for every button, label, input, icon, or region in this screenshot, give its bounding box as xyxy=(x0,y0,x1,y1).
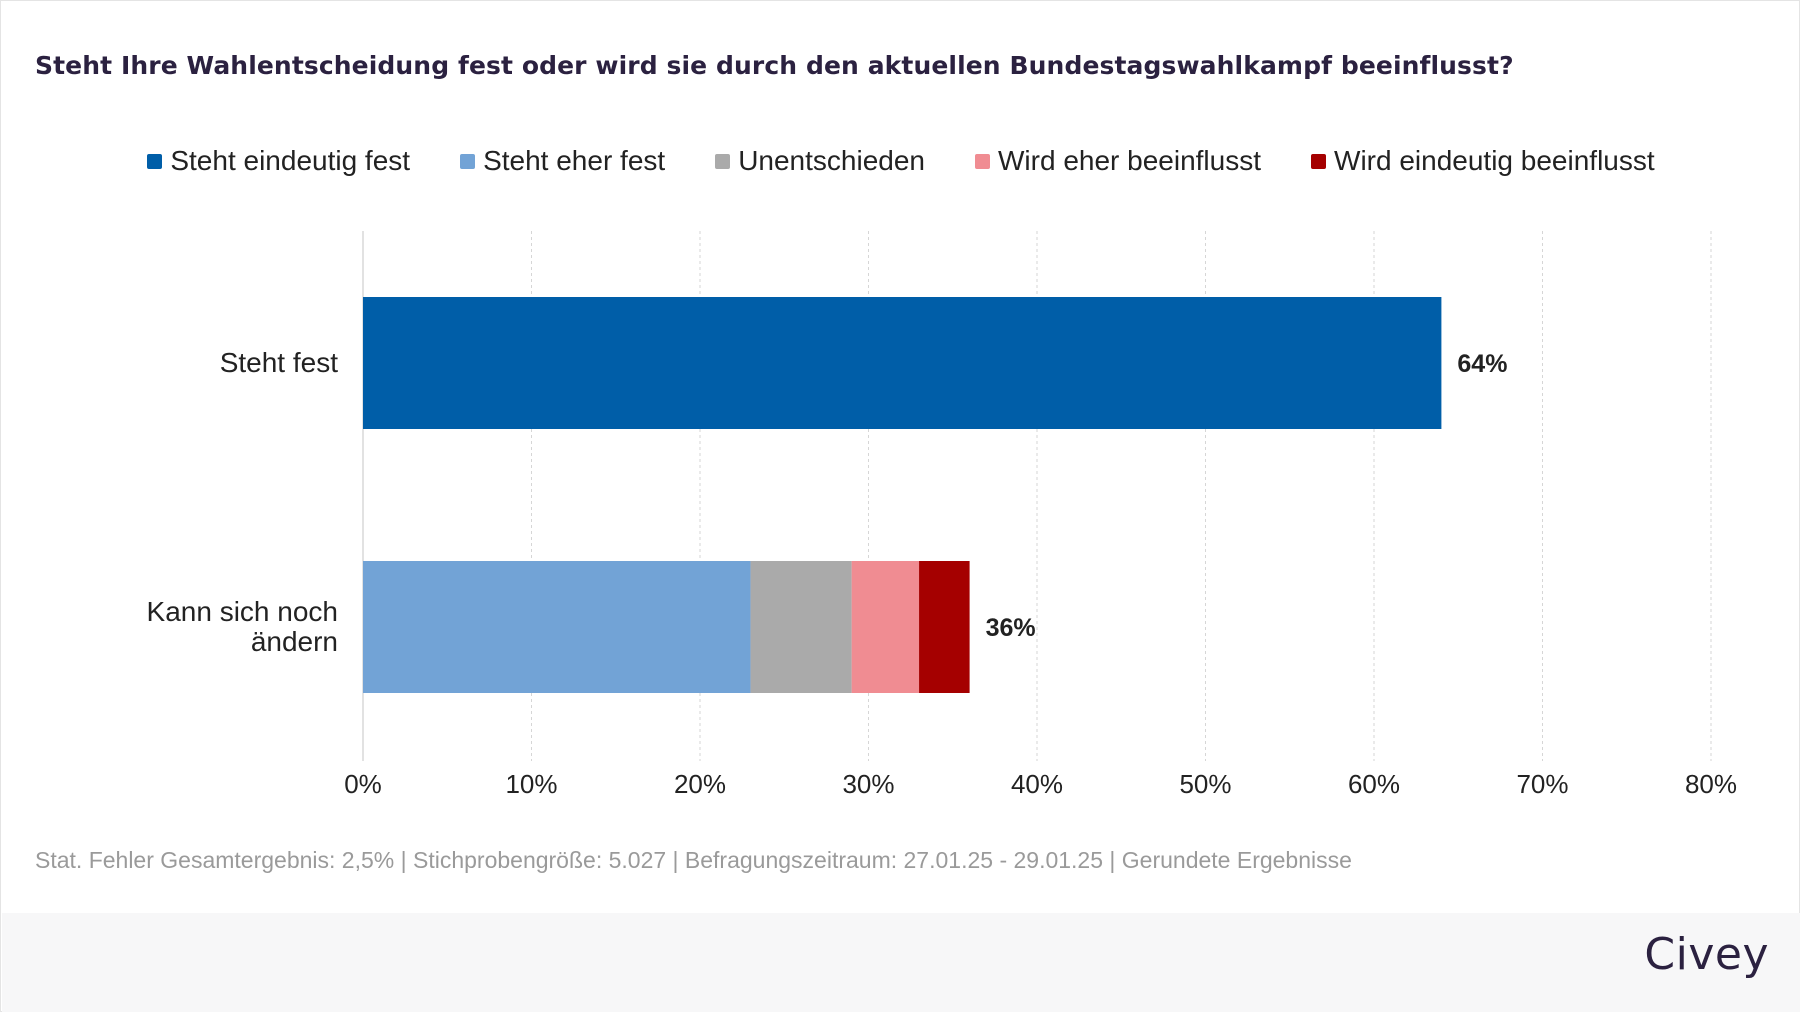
bar-segment xyxy=(750,561,852,693)
legend-label: Wird eindeutig beeinflusst xyxy=(1334,145,1655,176)
legend-swatch xyxy=(975,153,990,169)
legend-swatch xyxy=(147,153,163,169)
bar-segment xyxy=(363,561,751,693)
chart-title: Steht Ihre Wahlentscheidung fest oder wi… xyxy=(35,51,1514,80)
bar-total-label: 36% xyxy=(986,614,1036,642)
x-tick-label: 20% xyxy=(674,769,726,799)
category-label: ändern xyxy=(251,626,338,657)
legend-item: Steht eher fest xyxy=(460,145,665,177)
legend-item: Wird eindeutig beeinflusst xyxy=(1311,145,1655,177)
brand-logo: Civey xyxy=(1644,929,1769,980)
legend-item: Unentschieden xyxy=(715,145,925,177)
legend-swatch xyxy=(1311,153,1327,169)
x-tick-label: 60% xyxy=(1348,769,1400,799)
category-label: Steht fest xyxy=(220,347,339,378)
legend-swatch xyxy=(715,153,731,169)
x-tick-label: 30% xyxy=(842,769,894,799)
bar-total-label: 64% xyxy=(1457,350,1507,378)
x-tick-label: 0% xyxy=(344,769,382,799)
legend-item: Wird eher beeinflusst xyxy=(975,145,1261,177)
legend-label: Steht eher fest xyxy=(483,145,666,176)
x-tick-label: 80% xyxy=(1685,769,1737,799)
footer-band xyxy=(2,913,1800,1012)
legend-label: Wird eher beeinflusst xyxy=(998,145,1262,176)
x-tick-label: 70% xyxy=(1516,769,1568,799)
legend-label: Unentschieden xyxy=(738,145,925,176)
bar-segment xyxy=(363,297,1442,429)
x-tick-label: 10% xyxy=(505,769,557,799)
x-tick-label: 50% xyxy=(1179,769,1231,799)
category-label: Kann sich noch xyxy=(147,596,338,627)
x-tick-label: 40% xyxy=(1011,769,1063,799)
footnote: Stat. Fehler Gesamtergebnis: 2,5% | Stic… xyxy=(35,847,1352,873)
legend-item: Steht eindeutig fest xyxy=(147,145,410,177)
legend-label: Steht eindeutig fest xyxy=(170,145,411,176)
legend-swatch xyxy=(460,153,476,169)
chart-legend: Steht eindeutig fest Steht eher fest Unent… xyxy=(1,145,1800,177)
bar-segment xyxy=(851,561,920,693)
bar-segment xyxy=(919,561,970,693)
